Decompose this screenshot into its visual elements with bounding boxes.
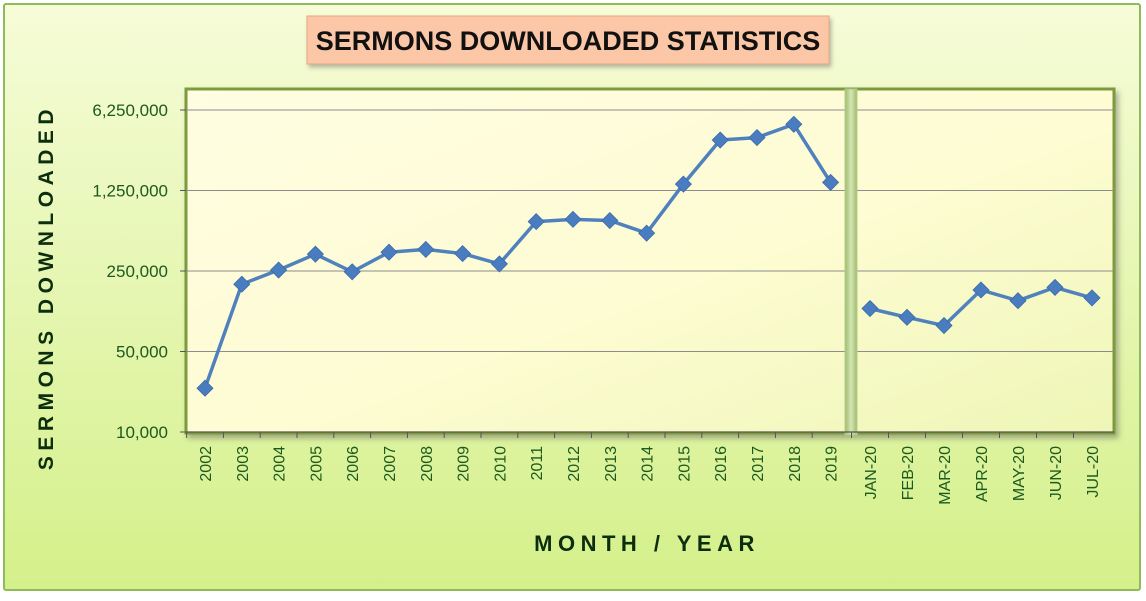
x-tick-label: 2003 [235, 446, 252, 482]
data-point-marker [711, 131, 729, 149]
x-axis-title: MONTH / YEAR [534, 531, 760, 556]
data-point-marker [822, 173, 840, 191]
data-point-marker [601, 211, 619, 230]
x-tick-label: FEB-20 [900, 446, 917, 500]
data-point-marker [233, 275, 251, 293]
x-tick-label: 2004 [272, 446, 289, 482]
x-tick-label: MAR-20 [937, 446, 954, 505]
y-tick-label: 50,000 [116, 343, 168, 362]
x-tick-label: 2014 [640, 446, 657, 482]
segment-separator [844, 88, 858, 436]
data-point-marker [564, 210, 582, 228]
gridlines [186, 109, 1114, 352]
y-axis-title: SERMONS DOWNLOADED [35, 104, 58, 470]
data-point-marker [1046, 278, 1064, 296]
data-point-marker [454, 245, 472, 263]
y-axis-tick-labels: 10,000 50,000 250,000 1,250,000 6,250,000 [92, 101, 186, 442]
data-point-marker [1009, 292, 1027, 310]
x-tick-label: 2010 [492, 446, 509, 482]
data-point-marker [527, 213, 545, 231]
x-tick-label: 2006 [345, 446, 362, 482]
x-tick-label: 2015 [676, 446, 693, 482]
x-tick-label: 2016 [713, 446, 730, 482]
y-tick-label: 250,000 [107, 262, 168, 281]
data-point-marker [417, 240, 435, 258]
x-tick-label: JUL-20 [1085, 446, 1102, 498]
data-point-marker [935, 316, 953, 335]
x-tick-label: 2007 [382, 446, 399, 482]
data-point-marker [972, 281, 990, 299]
x-tick-label: 2013 [603, 446, 620, 482]
x-axis-tick-labels: 2002 2003 2004 2005 2006 2007 2008 2009 2010 2011… [186, 432, 1102, 505]
data-point-marker [748, 129, 766, 147]
chart-title-box: SERMONS DOWNLOADED STATISTICS [306, 15, 830, 65]
data-point-marker [490, 255, 508, 273]
x-tick-label: 2012 [566, 446, 583, 482]
segment-separator-bar [844, 88, 858, 436]
data-point-marker [196, 379, 214, 397]
data-point-marker [270, 261, 288, 279]
data-point-marker [343, 263, 361, 281]
x-tick-label: 2005 [308, 446, 325, 482]
y-tick-label: 1,250,000 [92, 182, 168, 201]
data-point-marker [380, 243, 398, 261]
y-tick-label: 10,000 [116, 423, 168, 442]
data-point-marker [306, 245, 324, 263]
x-tick-label: 2019 [824, 446, 841, 482]
x-tick-label: JUN-20 [1048, 446, 1065, 500]
chart-title: SERMONS DOWNLOADED STATISTICS [316, 26, 821, 56]
x-tick-label: 2018 [787, 446, 804, 482]
y-tick-label: 6,250,000 [92, 101, 168, 120]
series-markers [196, 115, 1101, 397]
plot-area [184, 87, 1116, 435]
x-tick-label: 2008 [419, 446, 436, 482]
x-tick-label: 2002 [198, 446, 215, 482]
x-tick-label: JAN-20 [863, 446, 880, 499]
data-point-marker [638, 224, 656, 242]
data-point-marker [861, 299, 879, 318]
x-tick-label: MAY-20 [1011, 446, 1028, 501]
data-point-marker [1083, 289, 1101, 307]
x-tick-label: 2017 [750, 446, 767, 482]
data-point-marker [674, 175, 692, 193]
data-point-marker [785, 115, 803, 133]
x-tick-label: 2009 [456, 446, 473, 482]
x-tick-label: APR-20 [974, 446, 991, 502]
x-tick-label: 2011 [529, 446, 546, 481]
data-point-marker [898, 308, 916, 326]
